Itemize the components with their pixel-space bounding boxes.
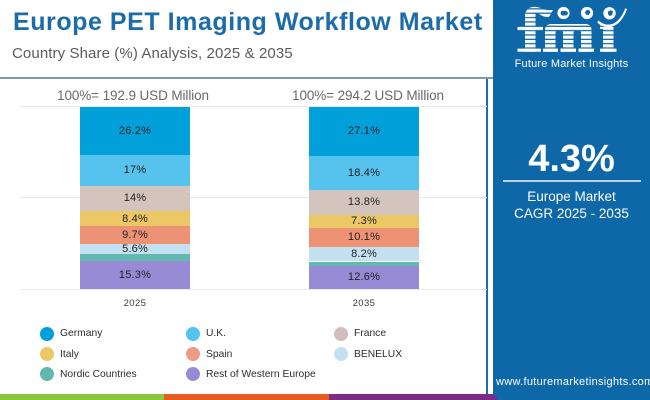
svg-text:Future Market Insights: Future Market Insights bbox=[515, 58, 629, 70]
